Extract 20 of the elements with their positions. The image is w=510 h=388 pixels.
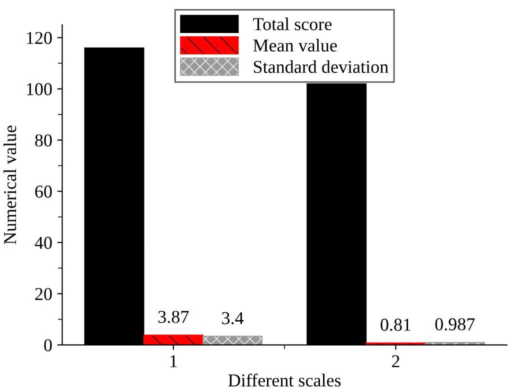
data-label: 3.87 xyxy=(158,310,189,324)
y-tick-label: 100 xyxy=(27,83,52,96)
data-label: 0.987 xyxy=(435,318,475,330)
x-axis-title: Different scales xyxy=(228,374,341,387)
legend-label: Mean value xyxy=(253,38,337,52)
y-tick-label: 20 xyxy=(35,288,52,300)
legend-label: Standard deviation xyxy=(254,60,388,73)
y-axis-title: Numerical value xyxy=(3,126,16,244)
data-label: 3.4 xyxy=(222,312,244,324)
y-tick-label: 40 xyxy=(34,236,52,249)
x-tick-label: 1 xyxy=(170,355,177,368)
data-label: 0.81 xyxy=(380,318,410,331)
legend-label: Total score xyxy=(253,18,332,30)
bar xyxy=(143,334,204,345)
y-tick-label: 60 xyxy=(35,186,52,198)
y-tick-label: 80 xyxy=(35,134,52,147)
bar xyxy=(202,336,263,345)
y-tick-label: 120 xyxy=(27,32,52,44)
x-tick-label: 2 xyxy=(392,355,400,368)
y-tick-label: 0 xyxy=(44,339,52,352)
